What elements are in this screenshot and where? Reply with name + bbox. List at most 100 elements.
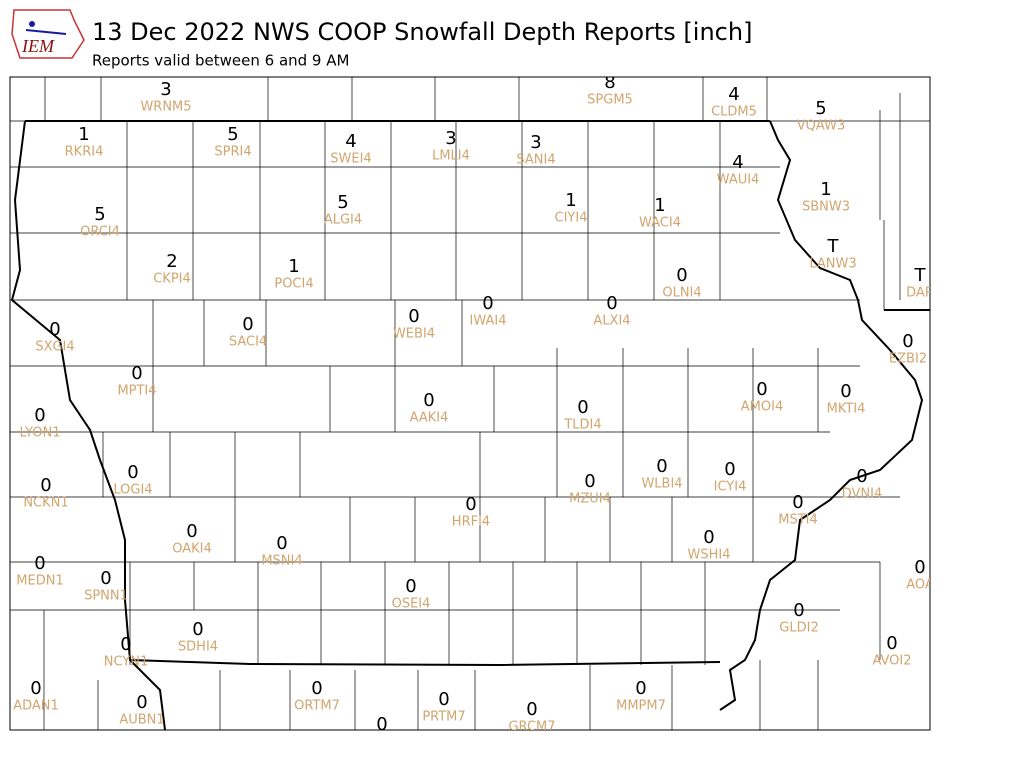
station-value: 4 — [345, 131, 356, 152]
station-id: MKTI4 — [827, 402, 866, 417]
station-id: LMLI4 — [432, 149, 470, 164]
station-value: 3 — [445, 128, 456, 149]
station-value: 0 — [192, 619, 203, 640]
station-value: 0 — [40, 475, 51, 496]
station-value: 0 — [376, 714, 387, 735]
station-value: 0 — [703, 527, 714, 548]
station-id: VQAW3 — [797, 119, 845, 134]
station-value: 0 — [886, 633, 897, 654]
station-value: 1 — [288, 256, 299, 277]
station-value: 0 — [606, 293, 617, 314]
station-value: 0 — [276, 533, 287, 554]
station-id: WLBI4 — [641, 477, 682, 492]
station-value: 5 — [815, 98, 826, 119]
station-id: ALXI4 — [593, 314, 630, 329]
station-value: 4 — [728, 84, 739, 105]
station-value: 0 — [792, 492, 803, 513]
station-id: OAKI4 — [172, 542, 212, 557]
station-value: 0 — [656, 456, 667, 477]
station-value: 0 — [676, 265, 687, 286]
station-value: 5 — [94, 204, 105, 225]
station-id: PRTM7 — [422, 710, 465, 725]
station-id: SPNN1 — [84, 589, 128, 604]
station-id: AUBN1 — [119, 713, 164, 728]
station-value: 0 — [242, 314, 253, 335]
station-value: 5 — [337, 192, 348, 213]
station-id: AAKI4 — [410, 411, 449, 426]
station-id: ORCI4 — [80, 225, 120, 240]
station-id: IWAI4 — [470, 314, 507, 329]
station-id: CLDM5 — [711, 105, 757, 120]
station-id: SWEI4 — [330, 152, 371, 167]
map-title: 13 Dec 2022 NWS COOP Snowfall Depth Repo… — [92, 18, 752, 46]
station-id: DAR — [906, 286, 934, 301]
station-id: SPRI4 — [214, 145, 251, 160]
station-value: 0 — [131, 363, 142, 384]
station-id: CIYI4 — [555, 211, 588, 226]
station-value: 0 — [793, 600, 804, 621]
station-id: AOA — [906, 578, 934, 593]
station-id: ALGI4 — [324, 213, 362, 228]
station-value: 1 — [654, 195, 665, 216]
station-id: WEBI4 — [393, 327, 435, 342]
state-borders — [10, 120, 930, 730]
station-value: 0 — [635, 678, 646, 699]
station-id: MSTI4 — [778, 513, 818, 528]
station-value: 3 — [160, 79, 171, 100]
station-id: POCI4 — [274, 277, 313, 292]
station-id: MMPM7 — [616, 699, 666, 714]
station-value: 8 — [604, 72, 615, 93]
station-value: 0 — [100, 568, 111, 589]
station-id: NCYN1 — [104, 655, 149, 670]
station-value: 0 — [127, 462, 138, 483]
station-id: EZBI2 — [889, 352, 927, 367]
station-value: 0 — [423, 390, 434, 411]
station-id: HRFI4 — [452, 515, 490, 530]
station-id: ORTM7 — [294, 699, 340, 714]
station-id: MPTI4 — [117, 384, 156, 399]
station-id: OSEI4 — [392, 597, 431, 612]
station-id: WRNM5 — [140, 100, 191, 115]
map-frame — [9, 76, 931, 731]
station-value: 0 — [34, 553, 45, 574]
logo-dot — [29, 21, 35, 27]
station-id: SPGM5 — [587, 93, 633, 108]
station-id: LANW3 — [809, 257, 856, 272]
station-value: 3 — [530, 132, 541, 153]
station-value: 0 — [856, 466, 867, 487]
station-id: SANI4 — [516, 153, 555, 168]
station-id: SBNW3 — [802, 200, 850, 215]
station-value: 0 — [482, 293, 493, 314]
station-id: DVNI4 — [842, 487, 883, 502]
county-lines — [10, 77, 930, 730]
station-id: AVOI2 — [872, 654, 911, 669]
station-id: MEDN1 — [16, 574, 63, 589]
map-area — [10, 77, 930, 730]
station-id: MSNI4 — [261, 554, 302, 569]
station-value: 0 — [584, 471, 595, 492]
station-value: 0 — [902, 331, 913, 352]
station-value: 0 — [914, 557, 925, 578]
station-id: ADAN1 — [13, 699, 59, 714]
station-id: SACI4 — [229, 335, 267, 350]
logo: IEM — [11, 9, 85, 59]
station-id: ICYI4 — [714, 480, 747, 495]
station-id: RKRI4 — [65, 145, 104, 160]
station-id: LYON1 — [20, 426, 61, 441]
station-value: 0 — [724, 459, 735, 480]
station-value: 0 — [526, 699, 537, 720]
station-value: 0 — [30, 678, 41, 699]
station-id: OLNI4 — [662, 286, 701, 301]
station-value: T — [914, 265, 927, 286]
station-id: WACI4 — [639, 216, 681, 231]
station-value: 1 — [820, 179, 831, 200]
station-id: WSHI4 — [688, 548, 731, 563]
station-id: MZUI4 — [569, 492, 611, 507]
station-value: 0 — [136, 692, 147, 713]
station-value: 0 — [34, 405, 45, 426]
logo-line — [25, 29, 67, 35]
station-id: GRCM7 — [508, 720, 555, 735]
station-value: 1 — [78, 124, 89, 145]
